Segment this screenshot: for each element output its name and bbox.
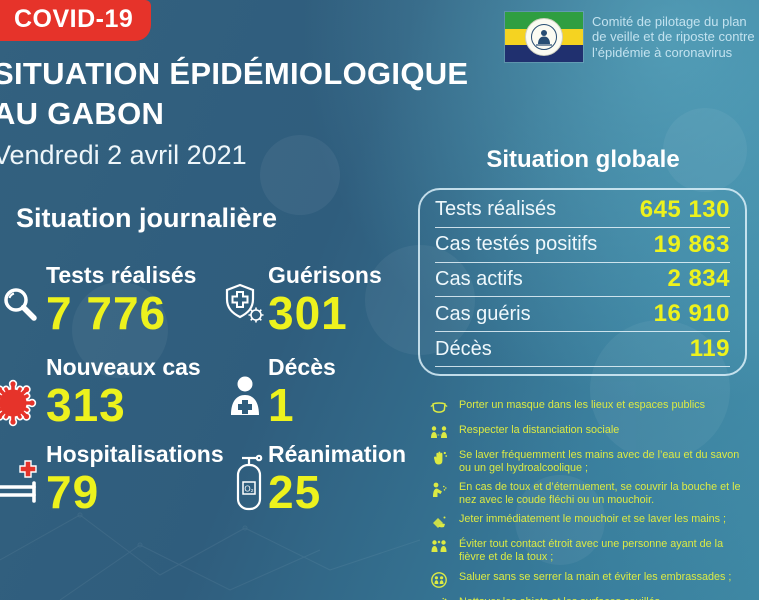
- prevention-text: Jeter immédiatement le mouchoir et se la…: [459, 513, 727, 526]
- prevention-item: Se laver fréquemment les mains avec de l…: [430, 449, 752, 474]
- committee-line: l’épidémie à coronavirus: [592, 44, 733, 60]
- committee-line: Comité de pilotage du plan: [592, 13, 747, 29]
- prevention-item: Nettoyer les objets et les surfaces soui…: [430, 596, 752, 600]
- page-title-line2: AU GABON: [0, 96, 165, 131]
- hospital-bed-icon: [0, 457, 40, 514]
- gabon-flag-logo: [505, 12, 583, 62]
- stat-label: Décès: [268, 354, 336, 380]
- sneeze-elbow-icon: [433, 482, 447, 498]
- prevention-text: Nettoyer les objets et les surfaces soui…: [459, 596, 663, 600]
- handwash-icon: [434, 451, 448, 465]
- oxygen-label: O₂: [244, 485, 253, 494]
- row-label: Cas guéris: [435, 302, 531, 325]
- row-label: Cas actifs: [435, 267, 523, 290]
- stat-hospitalisations: Hospitalisations 79: [0, 441, 224, 518]
- no-embrace-icon: [431, 571, 447, 588]
- prevention-item: Éviter tout contact étroit avec une pers…: [430, 538, 752, 563]
- committee-title: Comité de pilotage du plan de veille et …: [592, 14, 755, 61]
- stat-label: Guérisons: [268, 262, 382, 288]
- stat-nouveaux-cas: Nouveaux cas 313: [0, 354, 215, 429]
- stat-deces: Décès 1: [222, 354, 437, 429]
- stat-guerisons: Guérisons 301: [222, 262, 437, 337]
- prevention-item: Porter un masque dans les lieux et espac…: [430, 399, 752, 417]
- global-situation-table: Tests réalisés 645 130 Cas testés positi…: [418, 188, 747, 376]
- clean-surfaces-icon: [442, 597, 447, 600]
- covid-badge: COVID-19: [0, 0, 152, 41]
- tissue-icon: [433, 516, 446, 529]
- stat-value: 313: [46, 379, 126, 431]
- avoid-contact-icon: [431, 540, 447, 553]
- gabon-emblem-icon: [525, 18, 563, 56]
- table-row: Décès 119: [435, 332, 730, 367]
- row-value: 2 834: [667, 265, 730, 293]
- prevention-text: Saluer sans se serrer la main et éviter …: [459, 570, 732, 583]
- magnifier-icon: [2, 286, 42, 331]
- distancing-icon: [431, 426, 447, 438]
- row-value: 645 130: [639, 195, 730, 223]
- prevention-text: Porter un masque dans les lieux et espac…: [459, 399, 706, 411]
- stat-label: Hospitalisations: [46, 441, 224, 467]
- shield-cross-virus-icon: [223, 282, 265, 331]
- prevention-item: En cas de toux et d’éternuement, se couv…: [430, 481, 752, 506]
- row-label: Cas testés positifs: [435, 233, 598, 256]
- prevention-item: Jeter immédiatement le mouchoir et se la…: [430, 513, 752, 531]
- page-title-line1: SITUATION ÉPIDÉMIOLOGIQUE: [0, 56, 469, 91]
- stat-label: Nouveaux cas: [46, 354, 201, 380]
- committee-line: de veille et de riposte contre: [592, 29, 755, 45]
- covid-badge-label: COVID-19: [14, 5, 134, 33]
- row-value: 19 863: [653, 230, 730, 258]
- hero-header: SITUATION ÉPIDÉMIOLOGIQUE AU GABON Vendr…: [0, 54, 468, 171]
- table-row: Tests réalisés 645 130: [435, 193, 730, 228]
- stat-value: 79: [46, 466, 100, 518]
- prevention-item: Saluer sans se serrer la main et éviter …: [430, 571, 752, 589]
- stat-value: 7 776: [46, 287, 167, 339]
- stat-tests-realises: Tests réalisés 7 776: [0, 262, 215, 337]
- committee-logo-block: Comité de pilotage du plan de veille et …: [505, 12, 755, 62]
- stat-label: Réanimation: [268, 441, 407, 467]
- row-value: 16 910: [653, 300, 730, 328]
- prevention-item: Respecter la distanciation sociale: [430, 424, 752, 442]
- stat-reanimation: O₂ Réanimation 25: [222, 441, 437, 516]
- row-label: Décès: [435, 337, 492, 360]
- stat-value: 25: [268, 466, 322, 518]
- report-date: Vendredi 2 avril 2021: [0, 140, 247, 170]
- table-row: Cas guéris 16 910: [435, 297, 730, 333]
- stat-label: Tests réalisés: [46, 262, 197, 288]
- stat-value: 301: [268, 287, 348, 339]
- row-label: Tests réalisés: [435, 198, 557, 221]
- prevention-text: Se laver fréquemment les mains avec de l…: [459, 449, 740, 474]
- prevention-text: Éviter tout contact étroit avec une pers…: [459, 538, 724, 563]
- person-cross-icon: [227, 376, 263, 421]
- prevention-text: Respecter la distanciation sociale: [459, 424, 620, 436]
- prevention-measures-list: Porter un masque dans les lieux et espac…: [430, 399, 752, 600]
- global-section-heading: Situation globale: [486, 146, 680, 173]
- row-value: 119: [689, 335, 730, 363]
- prevention-text: En cas de toux et d’éternuement, se couv…: [459, 481, 741, 506]
- mask-icon: [430, 402, 448, 413]
- oxygen-tank-icon: O₂: [232, 451, 268, 518]
- virus-icon: [0, 376, 40, 435]
- daily-section-heading: Situation journalière: [16, 203, 278, 233]
- table-row: Cas actifs 2 834: [435, 263, 730, 298]
- table-row: Cas testés positifs 19 863: [435, 228, 730, 263]
- stat-value: 1: [268, 379, 295, 431]
